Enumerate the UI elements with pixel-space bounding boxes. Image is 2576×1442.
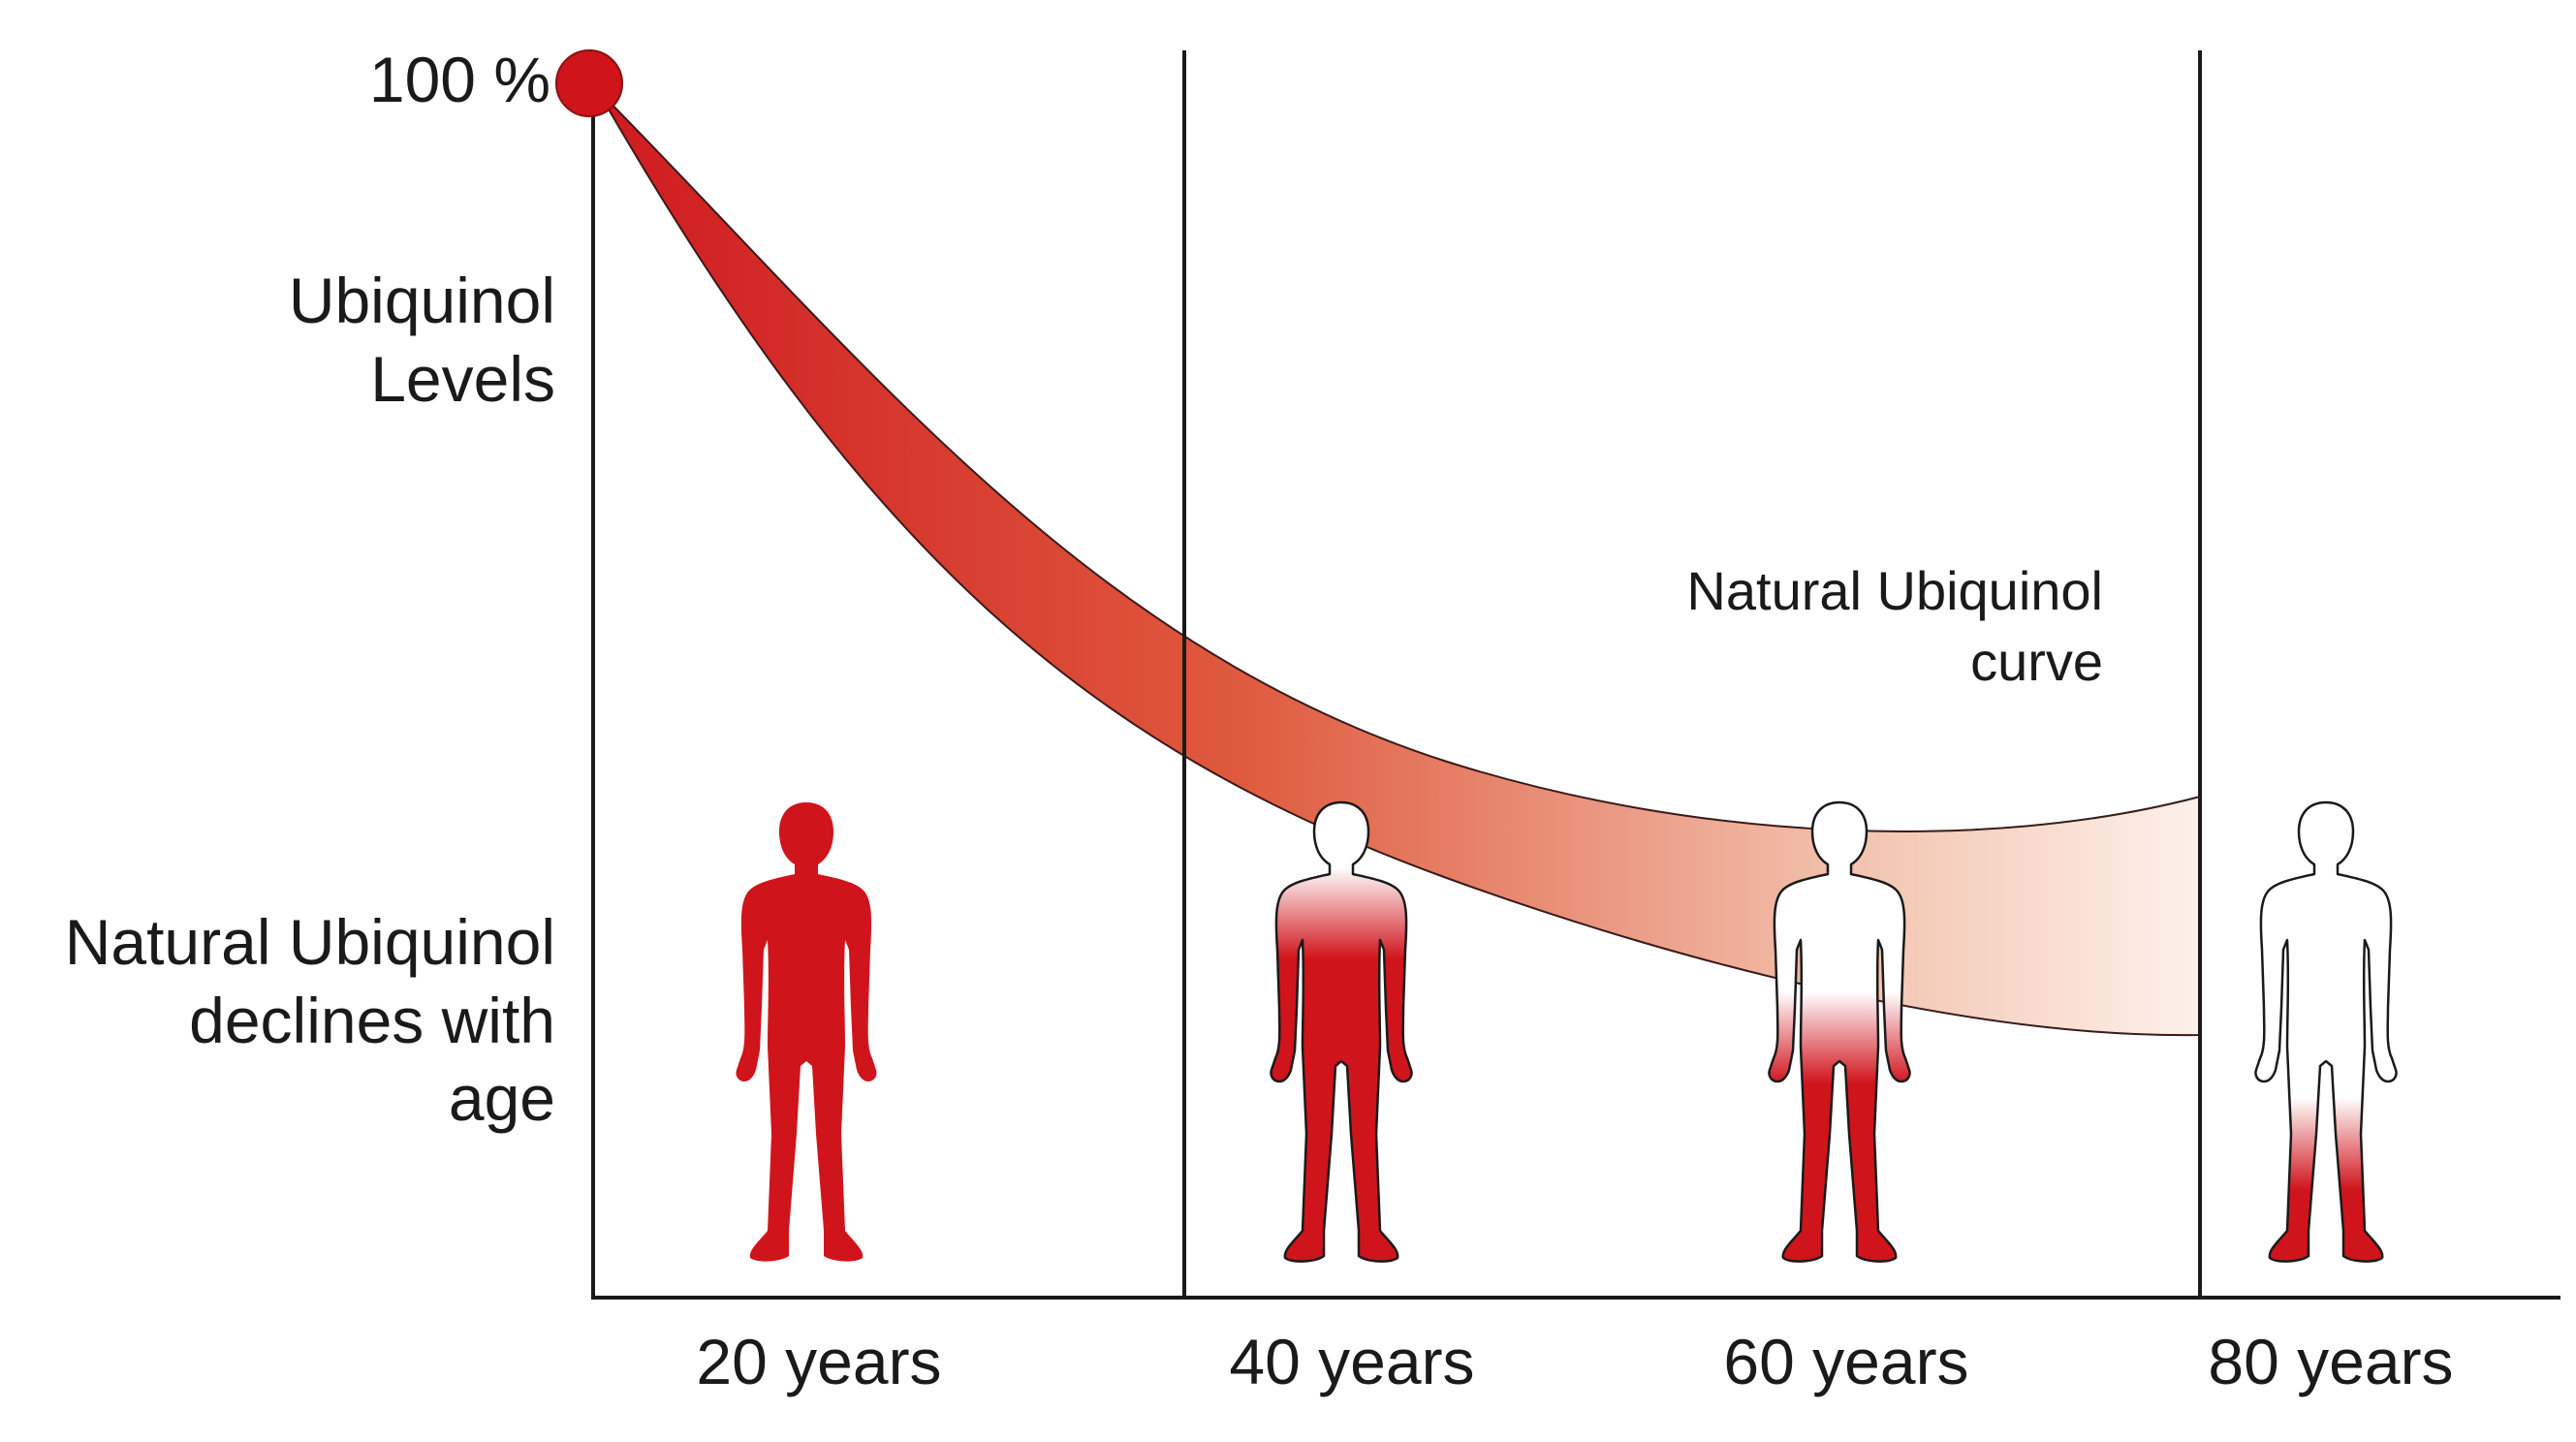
- curve-label: Natural Ubiquinol curve: [1686, 556, 2103, 698]
- start-point-marker: [555, 49, 623, 117]
- x-tick-60-years: 60 years: [1723, 1326, 1969, 1397]
- figure-20-years: [736, 802, 877, 1262]
- x-tick-20-years: 20 years: [696, 1326, 942, 1397]
- caption: Natural Ubiquinol declines with age: [65, 903, 555, 1138]
- curve-label-line1: Natural Ubiquinol: [1686, 560, 2103, 621]
- y-axis-title-line2: Levels: [370, 342, 555, 415]
- curve-label-line2: curve: [1970, 630, 2103, 692]
- y-axis-title-line1: Ubiquinol: [288, 265, 555, 336]
- figure-40-years: [1270, 800, 1413, 1263]
- x-tick-40-years: 40 years: [1229, 1326, 1475, 1397]
- figure-80-years: [2254, 800, 2398, 1263]
- y-axis-top-label: 100 %: [368, 44, 550, 115]
- caption-line2: declines with: [189, 984, 555, 1056]
- caption-line1: Natural Ubiquinol: [64, 906, 555, 978]
- caption-line3: age: [448, 1062, 555, 1135]
- x-tick-80-years: 80 years: [2208, 1326, 2454, 1397]
- y-axis-title: Ubiquinol Levels: [289, 262, 555, 418]
